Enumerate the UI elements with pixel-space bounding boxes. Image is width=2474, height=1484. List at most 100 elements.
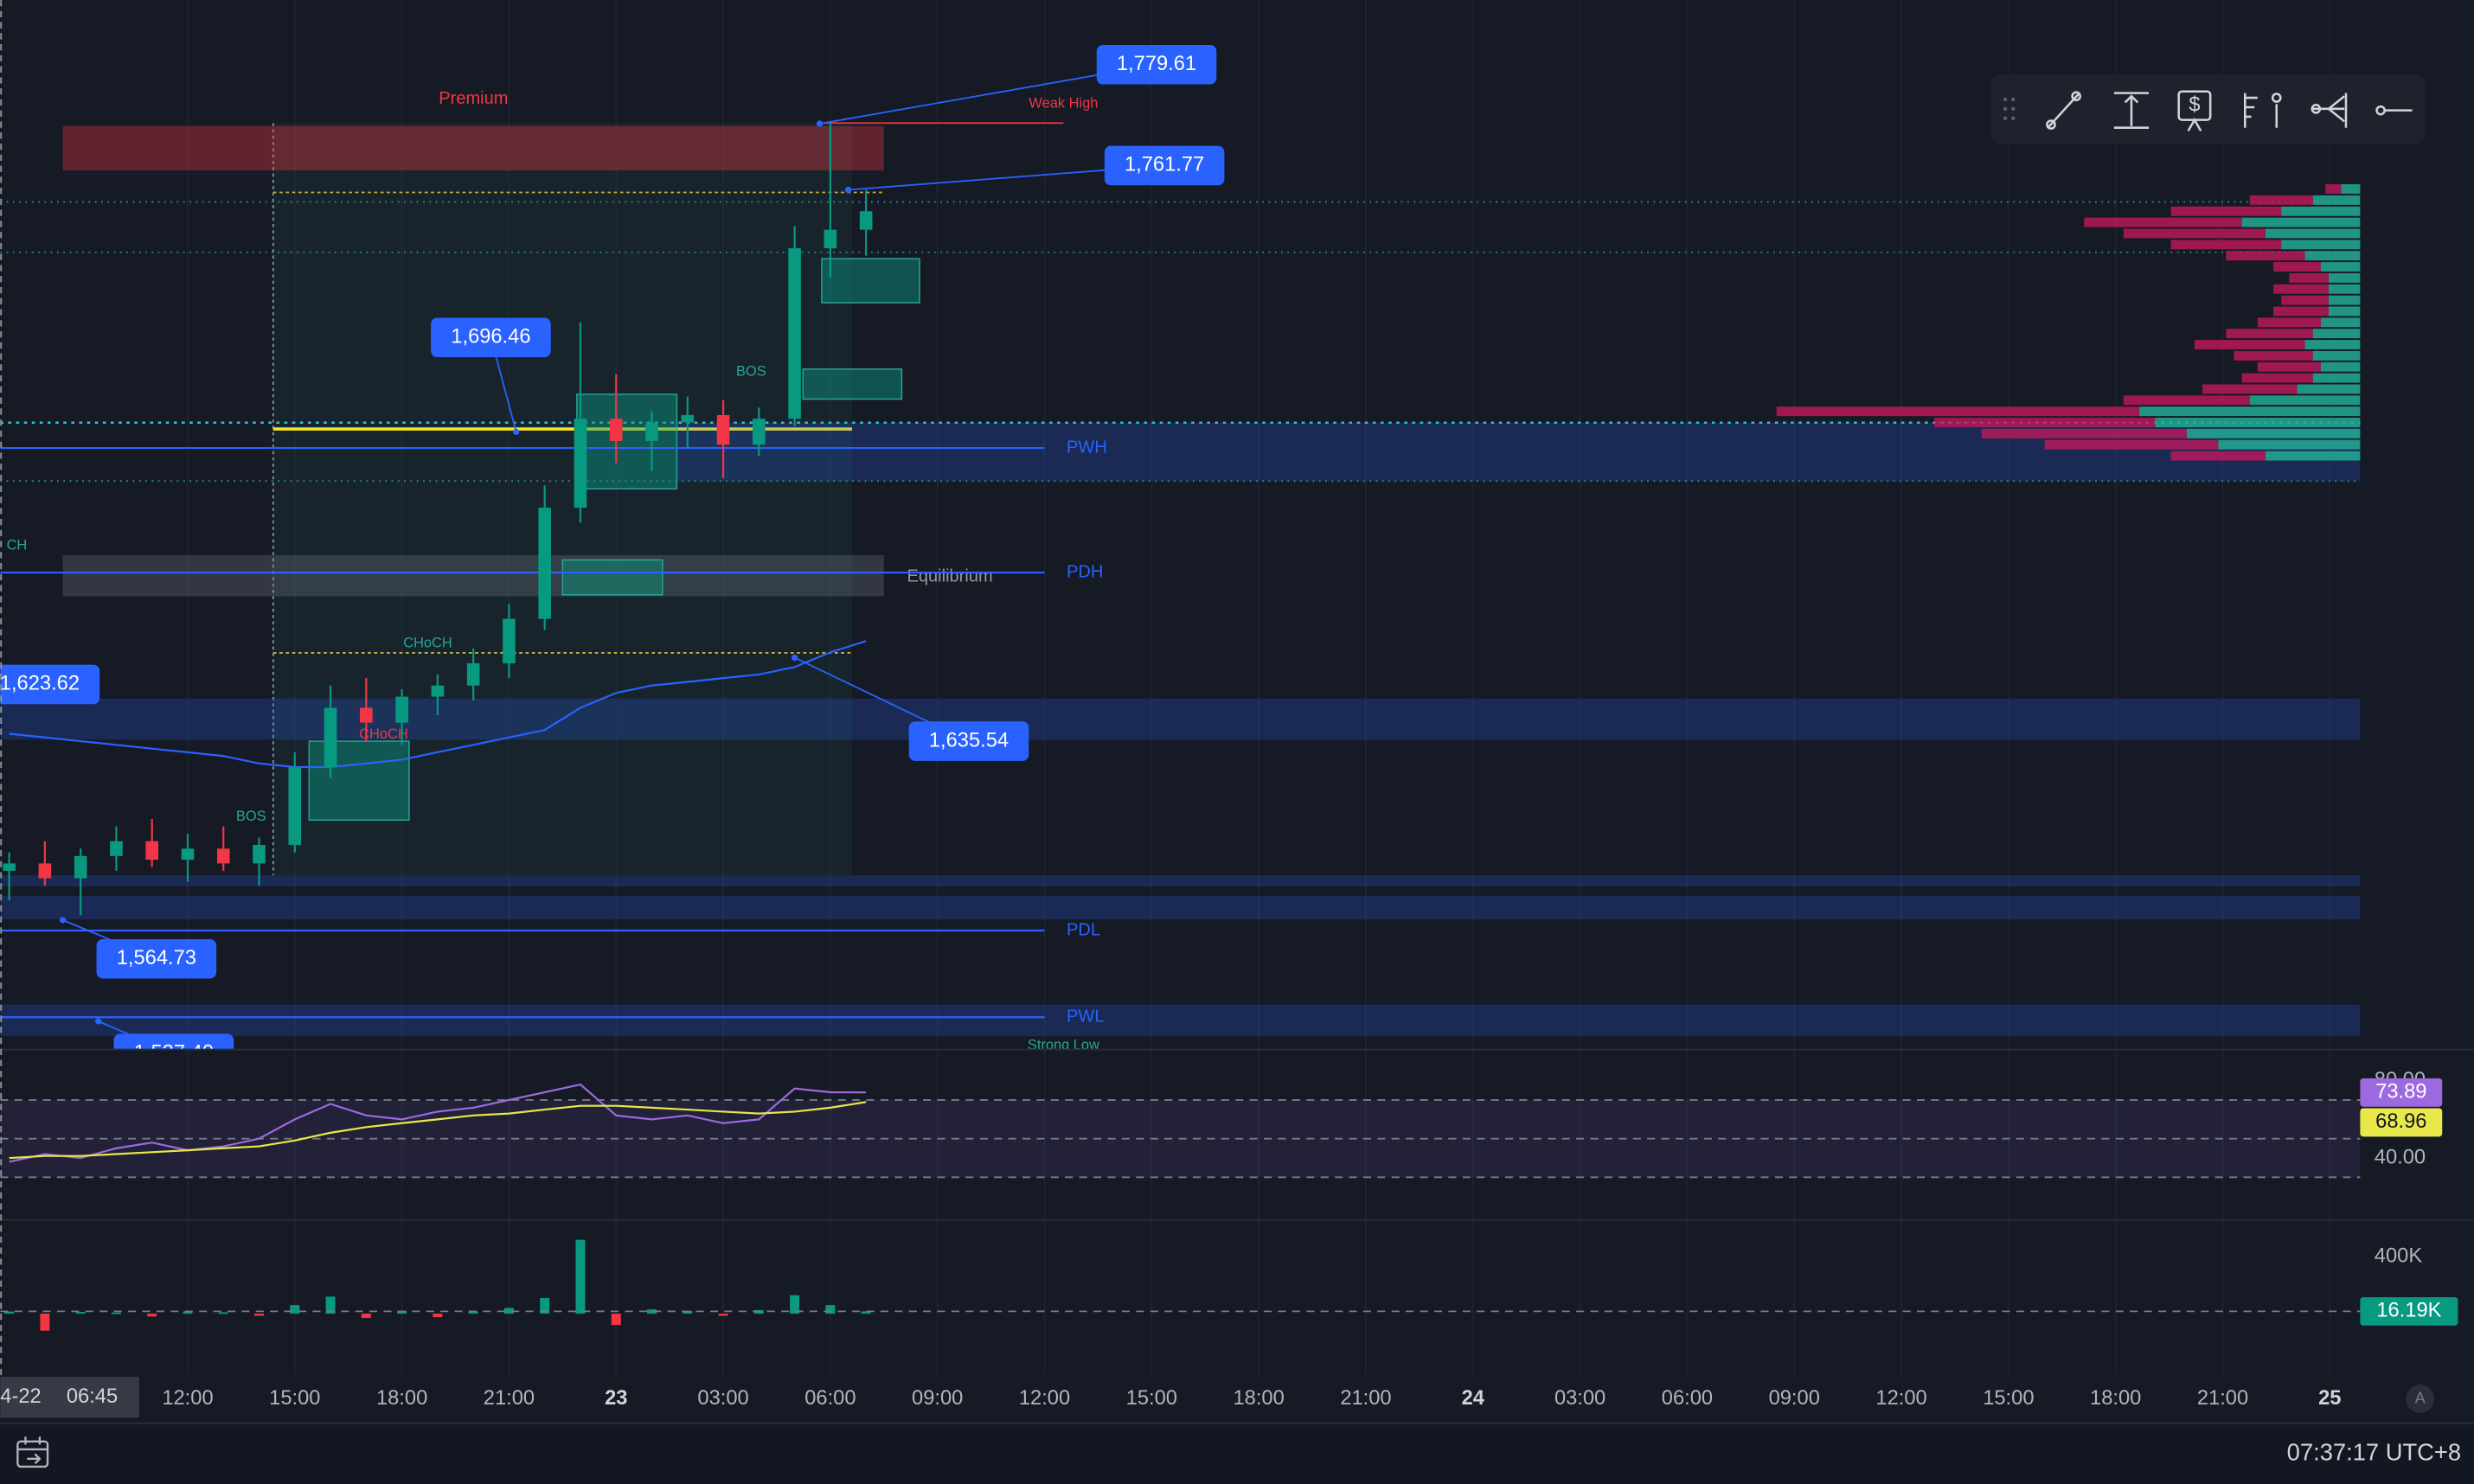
time-tick-label: 06:00 (804, 1387, 856, 1410)
callout-label: 1,537.40 (134, 1041, 214, 1064)
order-block (561, 559, 663, 596)
callout-anchor (844, 186, 852, 194)
delta-bar (468, 1311, 478, 1314)
liquidity-zone (0, 698, 2361, 740)
structure-label: BOS (736, 364, 766, 380)
profile-sell (2325, 184, 2342, 195)
structure-label: CHoCH (359, 726, 408, 742)
callout-anchor (95, 1018, 102, 1025)
order-block (576, 393, 678, 489)
horizontal-ray-tool[interactable] (2375, 105, 2413, 116)
profile-sell (2226, 251, 2305, 261)
profile-buy (2341, 184, 2361, 195)
delta-bar (825, 1305, 836, 1314)
pattern-tool[interactable] (2311, 93, 2348, 128)
profile-buy (2304, 340, 2361, 349)
structure-label: BOS (236, 809, 266, 824)
time-tick-label: 09:00 (1769, 1387, 1820, 1410)
candle-body (110, 841, 123, 856)
structure-label: Strong Low (1028, 1037, 1099, 1052)
delta-bar (575, 1239, 586, 1314)
liquidity-zone (0, 1004, 2361, 1037)
profile-buy (2241, 217, 2361, 227)
rsi-value-box (2360, 1108, 2443, 1137)
profile-sell (2226, 329, 2313, 339)
candle-body (38, 863, 52, 879)
equilibrium-label: Equilibrium (907, 567, 993, 586)
time-tick-label: 18:00 (2090, 1387, 2141, 1410)
profile-sell (2170, 451, 2266, 461)
profile-sell (2194, 340, 2305, 349)
clock: 07:37:17 UTC+8 (2287, 1439, 2461, 1466)
go-to-date-button[interactable] (16, 1436, 49, 1468)
profile-sell (2273, 306, 2329, 317)
candle-body (395, 696, 408, 723)
candle-body (431, 685, 445, 697)
premium-label: Premium (439, 89, 508, 108)
candle-body (360, 707, 373, 723)
delta-bar (4, 1311, 15, 1314)
profile-buy (2186, 428, 2361, 438)
toolbar-handle[interactable] (2003, 97, 2016, 120)
profile-buy (2312, 195, 2361, 205)
auto-scale-label[interactable]: A (2415, 1388, 2426, 1406)
time-tick-label: 06:00 (1662, 1387, 1713, 1410)
profile-buy (2281, 240, 2361, 250)
delta-bar (361, 1314, 371, 1318)
profile-sell (2257, 361, 2321, 372)
crosshair-time: 06:45 (67, 1385, 118, 1408)
time-tick-label: 25 (2318, 1387, 2341, 1410)
svg-text:$: $ (2189, 93, 2200, 116)
delta-volume-pane: 400K 16.19K (0, 1239, 2458, 1331)
time-tick-label: 18:00 (376, 1387, 427, 1410)
callout-box (96, 938, 217, 979)
profile-buy (2320, 361, 2361, 372)
key-level-label: PWL (1067, 1007, 1104, 1027)
structure-label: Weak High (1029, 96, 1098, 112)
callout-label: 1,635.54 (929, 729, 1009, 752)
grid (187, 0, 2331, 1376)
key-level-label: PDL (1067, 920, 1100, 939)
callout-anchor (513, 428, 520, 436)
callout-anchor (791, 654, 798, 662)
profile-buy (2328, 306, 2361, 317)
delta-bar (183, 1311, 193, 1314)
price-range-tool[interactable] (2113, 92, 2150, 129)
candle-body (716, 414, 730, 445)
liquidity-zone (0, 895, 2361, 920)
delta-bar (503, 1308, 514, 1314)
premium-zone (62, 125, 884, 171)
crosshair-date: 4-22 (0, 1385, 41, 1408)
delta-bar (861, 1311, 871, 1314)
profile-sell (2249, 195, 2313, 205)
candle-body (609, 419, 623, 441)
profile-buy (2312, 373, 2361, 383)
callout-label: 1,761.77 (1125, 154, 1204, 176)
candle-body (145, 841, 159, 860)
profile-sell (2273, 262, 2321, 272)
delta-bar (290, 1305, 300, 1314)
candle-body (181, 848, 195, 860)
rsi-value-label: 73.89 (2375, 1081, 2426, 1103)
volume-tick-label: 400K (2375, 1245, 2423, 1268)
time-tick-label: 03:00 (697, 1387, 748, 1410)
profile-sell (2234, 350, 2313, 361)
time-tick-label: 18:00 (1234, 1387, 1285, 1410)
trend-line-tool[interactable] (2046, 91, 2081, 130)
profile-sell (2257, 317, 2321, 328)
profile-buy (2312, 329, 2361, 339)
time-tick-label: 03:00 (1554, 1387, 1606, 1410)
toolbar-bg (1990, 74, 2426, 144)
auto-scale-button[interactable] (2406, 1385, 2435, 1413)
price-label-tool[interactable]: $ (2177, 90, 2212, 131)
fib-tool[interactable] (2243, 93, 2282, 128)
delta-bar (718, 1314, 728, 1316)
order-block (802, 368, 903, 400)
profile-buy (2265, 451, 2361, 461)
rsi-tick-label: 40.00 (2375, 1146, 2426, 1168)
candle-body (466, 663, 480, 686)
time-tick-label: 15:00 (269, 1387, 320, 1410)
profile-sell (2289, 272, 2329, 283)
time-tick-label: 12:00 (1875, 1387, 1926, 1410)
status-bar-bg (0, 1422, 2474, 1484)
